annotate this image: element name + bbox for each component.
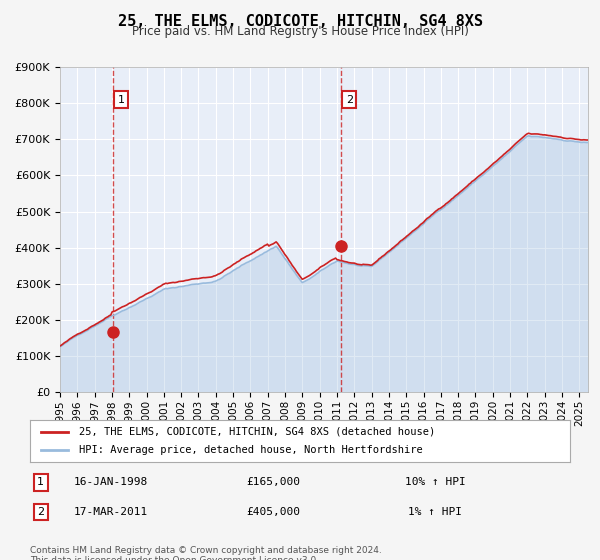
- Text: 2: 2: [346, 95, 353, 105]
- Text: Price paid vs. HM Land Registry's House Price Index (HPI): Price paid vs. HM Land Registry's House …: [131, 25, 469, 38]
- Text: 17-MAR-2011: 17-MAR-2011: [74, 507, 148, 517]
- Text: 16-JAN-1998: 16-JAN-1998: [74, 478, 148, 488]
- Text: 1: 1: [118, 95, 125, 105]
- Text: 1: 1: [37, 478, 44, 488]
- Text: Contains HM Land Registry data © Crown copyright and database right 2024.
This d: Contains HM Land Registry data © Crown c…: [30, 546, 382, 560]
- Text: 10% ↑ HPI: 10% ↑ HPI: [404, 478, 466, 488]
- Text: £165,000: £165,000: [246, 478, 300, 488]
- Text: HPI: Average price, detached house, North Hertfordshire: HPI: Average price, detached house, Nort…: [79, 445, 422, 455]
- Text: 25, THE ELMS, CODICOTE, HITCHIN, SG4 8XS: 25, THE ELMS, CODICOTE, HITCHIN, SG4 8XS: [118, 14, 482, 29]
- Text: 2: 2: [37, 507, 44, 517]
- Text: 1% ↑ HPI: 1% ↑ HPI: [408, 507, 462, 517]
- Text: 25, THE ELMS, CODICOTE, HITCHIN, SG4 8XS (detached house): 25, THE ELMS, CODICOTE, HITCHIN, SG4 8XS…: [79, 427, 435, 437]
- Text: £405,000: £405,000: [246, 507, 300, 517]
